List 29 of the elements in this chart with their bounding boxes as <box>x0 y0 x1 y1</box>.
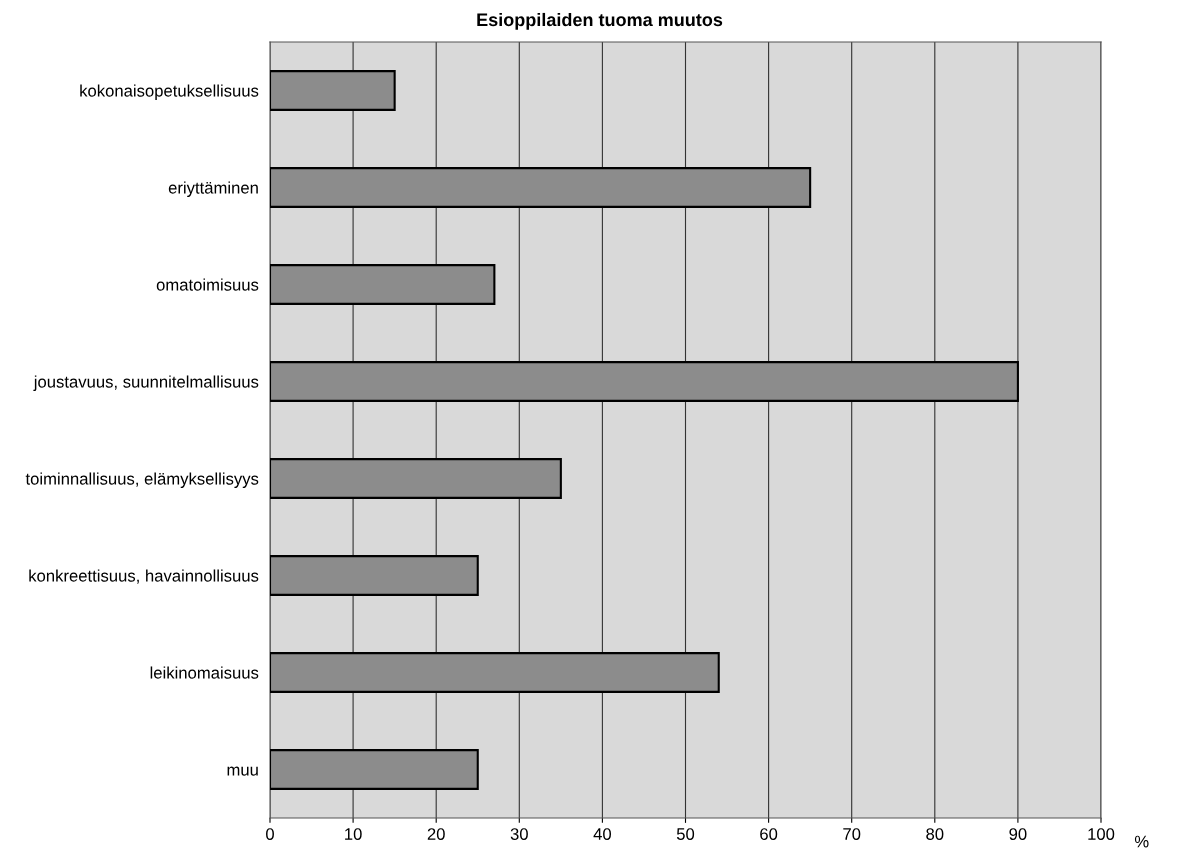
bar <box>270 652 720 693</box>
y-tick-label: toiminnallisuus, elämyksellisyys <box>25 472 259 488</box>
y-tick-label: omatoimisuus <box>156 278 259 291</box>
y-tick-label: joustavuus, suunnitelmallisuus <box>33 375 259 391</box>
x-tick-label: 10 <box>345 828 362 840</box>
bar <box>270 555 479 596</box>
x-tick-label: 50 <box>676 828 695 840</box>
y-tick-label: muu <box>227 766 258 776</box>
x-tick-label: 70 <box>843 828 861 840</box>
x-tick-label: 40 <box>593 828 612 840</box>
y-tick-label: leikinomaisuus <box>150 666 259 679</box>
bar <box>270 167 812 208</box>
x-tick-label: 0 <box>266 828 274 840</box>
bar <box>270 264 496 305</box>
bar <box>270 458 562 499</box>
bar <box>270 361 1019 402</box>
bar <box>270 749 479 790</box>
x-tick-label: 90 <box>1009 828 1027 840</box>
chart-title: Esioppilaiden tuoma muutos <box>477 12 723 30</box>
x-axis-title: % <box>1134 835 1149 848</box>
y-tick-label: konkreettisuus, havainnollisuus <box>29 569 259 584</box>
bar <box>270 70 396 111</box>
x-tick-label: 30 <box>510 828 528 840</box>
x-tick-label: 100 <box>1088 828 1115 840</box>
y-tick-label: eriyttäminen <box>168 181 258 197</box>
y-tick-label: kokonaisopetuksellisuus <box>80 84 259 100</box>
x-tick-label: 80 <box>926 828 944 840</box>
x-tick-label: 60 <box>760 828 778 840</box>
x-tick-label: 20 <box>427 828 445 840</box>
